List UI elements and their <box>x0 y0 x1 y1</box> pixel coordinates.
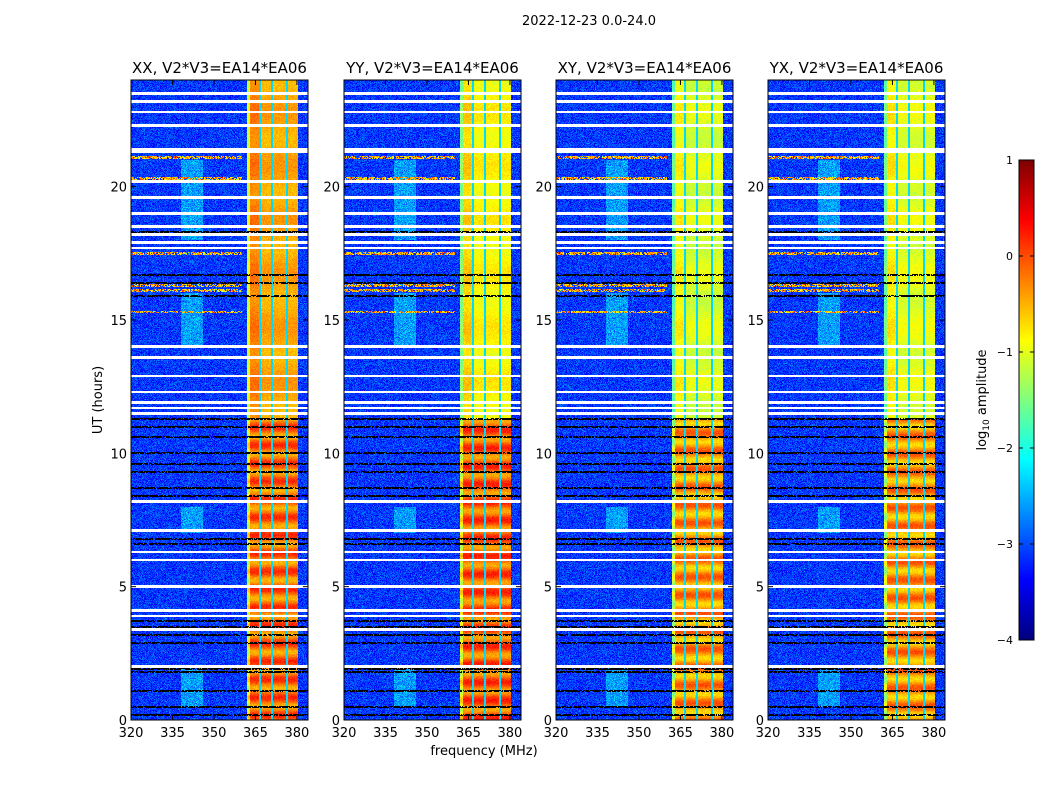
colorbar-tick-label: 0 <box>1006 250 1013 263</box>
x-tick-label: 320 <box>544 726 569 741</box>
colorbar-tick-label: −2 <box>997 442 1013 455</box>
spectrogram-3 <box>768 80 945 720</box>
y-tick-label: 15 <box>323 314 340 329</box>
y-tick-label: 5 <box>756 581 764 596</box>
spectrogram-2 <box>556 80 733 720</box>
x-tick-label: 365 <box>668 726 693 741</box>
x-tick-label: 365 <box>880 726 905 741</box>
y-tick-label: 5 <box>332 581 340 596</box>
y-tick-label: 15 <box>535 314 552 329</box>
y-tick-label: 10 <box>747 447 764 462</box>
x-tick-label: 335 <box>797 726 822 741</box>
spectrogram-0 <box>131 80 308 720</box>
panel-title-1: YY, V2*V3=EA14*EA06 <box>345 59 519 77</box>
x-tick-label: 350 <box>627 726 652 741</box>
x-tick-label: 380 <box>285 726 310 741</box>
y-tick-label: 20 <box>535 181 552 196</box>
x-tick-label: 335 <box>585 726 610 741</box>
y-axis-label: UT (hours) <box>91 366 106 434</box>
x-tick-label: 320 <box>119 726 144 741</box>
axes-frame-1 <box>343 79 522 721</box>
y-tick-label: 20 <box>323 181 340 196</box>
x-tick-label: 320 <box>332 726 357 741</box>
x-tick-label: 350 <box>839 726 864 741</box>
y-tick-label: 0 <box>756 714 764 729</box>
y-tick-label: 15 <box>110 314 127 329</box>
y-tick-label: 20 <box>110 181 127 196</box>
panel-title-0: XX, V2*V3=EA14*EA06 <box>132 59 307 77</box>
panel-title-2: XY, V2*V3=EA14*EA06 <box>558 59 732 77</box>
colorbar-tick-label: −1 <box>997 346 1013 359</box>
colorbar-gradient <box>1019 160 1034 640</box>
spectrogram-1 <box>344 80 521 720</box>
colorbar-tick-label: 1 <box>1006 154 1013 167</box>
y-tick-label: 0 <box>544 714 552 729</box>
y-tick-label: 0 <box>332 714 340 729</box>
figure-suptitle: 2022-12-23 0.0-24.0 <box>522 14 656 29</box>
y-tick-label: 0 <box>119 714 127 729</box>
colorbar-tick-label: −4 <box>997 634 1013 647</box>
y-tick-label: 20 <box>747 181 764 196</box>
colorbar-frame <box>1018 159 1035 641</box>
x-tick-label: 365 <box>456 726 481 741</box>
x-tick-label: 320 <box>756 726 781 741</box>
y-tick-label: 5 <box>544 581 552 596</box>
x-tick-label: 335 <box>373 726 398 741</box>
axes-frame-3 <box>767 79 946 721</box>
colorbar-tick-label: −3 <box>997 538 1013 551</box>
axes-frame-0 <box>130 79 309 721</box>
x-tick-label: 380 <box>922 726 947 741</box>
y-tick-label: 5 <box>119 581 127 596</box>
y-tick-label: 15 <box>747 314 764 329</box>
x-tick-label: 380 <box>498 726 523 741</box>
x-tick-label: 365 <box>243 726 268 741</box>
colorbar-label: log10 amplitude <box>975 349 992 450</box>
y-tick-label: 10 <box>323 447 340 462</box>
x-tick-label: 350 <box>202 726 227 741</box>
panel-title-3: YX, V2*V3=EA14*EA06 <box>769 59 944 77</box>
y-tick-label: 10 <box>535 447 552 462</box>
x-tick-label: 335 <box>160 726 185 741</box>
x-tick-label: 380 <box>710 726 735 741</box>
x-axis-label: frequency (MHz) <box>430 744 537 759</box>
x-tick-label: 350 <box>415 726 440 741</box>
y-tick-label: 10 <box>110 447 127 462</box>
axes-frame-2 <box>555 79 734 721</box>
